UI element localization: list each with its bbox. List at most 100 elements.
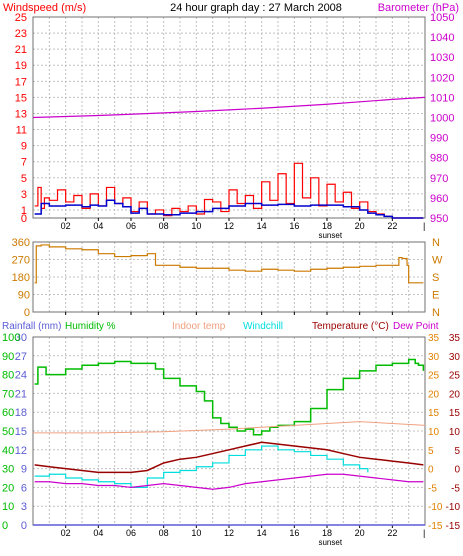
y-right-tick-label: 1040 [430, 32, 454, 44]
y-temp-tick-label-outer: 20 [449, 389, 461, 400]
x-tick-label: 22 [387, 528, 397, 538]
barometer-axis-title: Barometer (hPa) [378, 2, 459, 14]
y-right-tick-label: 990 [430, 133, 448, 145]
y-left-tick-label: 25 [15, 12, 27, 24]
x-tick-label: 10 [191, 221, 201, 231]
legend-indoor-temp: Indoor temp [172, 321, 226, 332]
y-left-tick-label: 9 [21, 141, 27, 153]
x-tick-label: 16 [289, 528, 299, 538]
legend-temperature: Temperature (°C) [312, 321, 389, 332]
y-temp-tick-label: 15 [428, 408, 440, 419]
y-left-tick-label: 15 [15, 92, 27, 104]
y-right-tick-label: 1010 [430, 92, 454, 104]
y-left-tick-label: 360 [12, 237, 30, 249]
x-tick-label: 04 [93, 528, 103, 538]
x-tick-label: 20 [355, 528, 365, 538]
x-tick-label: 14 [257, 221, 267, 231]
y-temp-tick-label-outer: -10 [446, 502, 461, 513]
sunset-label: sunset [318, 538, 342, 547]
x-tick-label: 22 [387, 221, 397, 231]
y-left-tick-label: 23 [15, 28, 27, 40]
x-tick-label: 12 [224, 221, 234, 231]
windchill-series-line [34, 445, 369, 488]
x-tick-label: 18 [322, 221, 332, 231]
temperature-series-line [34, 441, 424, 474]
y-temp-tick-label-outer: 5 [454, 446, 460, 457]
y-humidity-tick-label: 100 [2, 332, 20, 344]
y-temp-tick-label-outer: 10 [449, 427, 461, 438]
y-right-tick-label: 1020 [430, 72, 454, 84]
y-temp-tick-label-outer: -5 [451, 483, 460, 494]
y-temp-tick-label-outer: 25 [449, 371, 461, 382]
y-humidity-tick-label: 80 [2, 370, 14, 382]
y-temp-tick-label: 30 [428, 352, 440, 363]
y-left-tick-label: 90 [18, 290, 30, 302]
x-tick-label: | [423, 528, 425, 538]
y-rainfall-tick-label: 9 [21, 464, 27, 476]
x-tick-label: | [423, 221, 425, 231]
y-rainfall-tick-label: 18 [15, 407, 27, 419]
y-humidity-tick-label: 90 [2, 351, 14, 363]
y-left-tick-label: 19 [15, 60, 27, 72]
y-temp-tick-label: 25 [428, 371, 440, 382]
y-left-tick-label: 0 [24, 307, 30, 319]
y-right-tick-label: 950 [430, 213, 448, 225]
y-right-tick-label: 1050 [430, 12, 454, 24]
y-rainfall-tick-label: 24 [15, 370, 27, 382]
windspeed-series-line [34, 162, 424, 219]
y-left-tick-label: 0 [21, 213, 27, 225]
y-temp-tick-label-outer: -15 [446, 521, 461, 532]
x-tick-label: 08 [159, 221, 169, 231]
y-temp-tick-label: 5 [428, 446, 434, 457]
x-tick-label: 08 [159, 528, 169, 538]
y-rainfall-tick-label: 27 [15, 351, 27, 363]
y-rainfall-tick-label: 6 [21, 482, 27, 494]
y-left-tick-label: 11 [16, 125, 27, 137]
y-left-tick-label: 17 [15, 76, 27, 88]
barometer-series-line [32, 96, 426, 119]
y-humidity-tick-label: 50 [2, 426, 14, 438]
y-right-tick-label: E [432, 290, 439, 302]
y-rainfall-tick-label: 30 [15, 332, 27, 344]
x-tick-label: 02 [61, 221, 71, 231]
y-humidity-tick-label: 70 [2, 388, 14, 400]
y-temp-tick-label: 10 [428, 427, 440, 438]
y-temp-tick-label: 35 [428, 333, 440, 344]
wind-barometer-panel: 02 04 06 08 10 12 14 16 18 20 22 |sunset01357911131… [15, 12, 455, 240]
y-temp-tick-label-outer: 0 [454, 465, 460, 476]
y-temp-tick-label-outer: 30 [449, 352, 461, 363]
y-left-tick-label: 21 [15, 44, 27, 56]
y-humidity-tick-label: 60 [2, 407, 14, 419]
y-left-tick-label: 13 [15, 108, 27, 120]
x-tick-label: 14 [257, 528, 267, 538]
x-tick-label: 12 [224, 528, 234, 538]
legend-rainfall: Rainfall (mm) [2, 321, 61, 332]
y-temp-tick-label: -15 [428, 521, 443, 532]
y-rainfall-tick-label: 15 [15, 426, 27, 438]
y-right-tick-label: 970 [430, 173, 448, 185]
y-right-tick-label: 1000 [430, 113, 454, 125]
dew-point-series-line [34, 473, 424, 490]
y-humidity-tick-label: 10 [2, 501, 14, 513]
sunset-label: sunset [318, 231, 342, 240]
y-left-tick-label: 5 [21, 173, 27, 185]
x-tick-label: 06 [126, 528, 136, 538]
y-right-tick-label: N [432, 237, 440, 249]
x-tick-label: 18 [322, 528, 332, 538]
y-temp-tick-label: 20 [428, 389, 440, 400]
y-left-tick-label: 270 [12, 255, 30, 267]
y-humidity-tick-label: 20 [2, 482, 14, 494]
y-right-tick-label: 960 [430, 193, 448, 205]
y-left-tick-label: 3 [21, 189, 27, 201]
y-right-tick-label: W [432, 255, 443, 267]
y-temp-tick-label: -10 [428, 502, 443, 513]
y-right-tick-label: 1030 [430, 52, 454, 64]
y-right-tick-label: 980 [430, 153, 448, 165]
y-humidity-tick-label: 0 [2, 520, 8, 532]
y-temp-tick-label: 0 [428, 465, 434, 476]
y-rainfall-tick-label: 21 [15, 388, 27, 400]
y-temp-tick-label: -5 [428, 483, 437, 494]
x-tick-label: 04 [93, 221, 103, 231]
